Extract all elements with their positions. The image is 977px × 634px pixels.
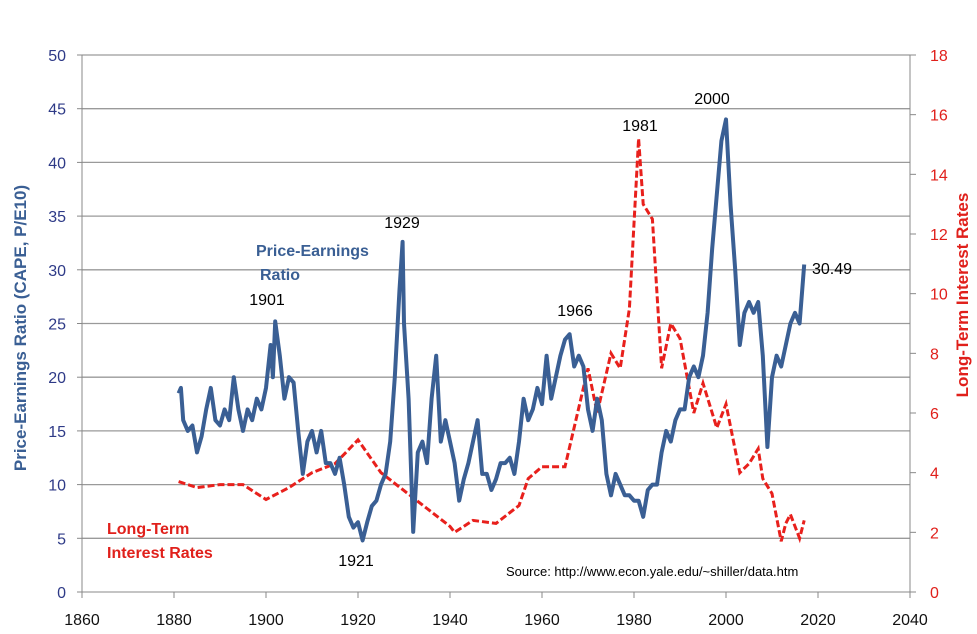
rates-series-label-line2: Interest Rates — [107, 545, 213, 562]
annotation-1929: 1929 — [384, 215, 420, 232]
x-tick-label: 1860 — [64, 612, 100, 629]
y-axis-left-label: Price-Earnings Ratio (CAPE, P/E10) — [11, 185, 30, 471]
y-tick-label-left: 25 — [48, 317, 66, 334]
y-tick-label-left: 45 — [48, 102, 66, 119]
source-note: Source: http://www.econ.yale.edu/~shille… — [506, 564, 798, 579]
x-tick-label: 1900 — [248, 612, 284, 629]
gridlines — [82, 54, 910, 539]
y-tick-label-left: 0 — [57, 585, 66, 602]
pe-series-label-line1: Price-Earnings — [256, 243, 369, 260]
y-tick-label-right: 6 — [930, 406, 939, 423]
annotation-1981: 1981 — [622, 118, 658, 135]
pe-series-label-line2: Ratio — [260, 267, 300, 284]
tick-labels: 0 5 10 15 20 25 30 35 40 45 50 0 2 4 6 8 10 12 14 16 18 1860 1… — [48, 48, 948, 629]
annotation-1901: 1901 — [249, 292, 285, 309]
rates-series-label-line1: Long-Term — [107, 521, 189, 538]
y-tick-label-right: 16 — [930, 108, 948, 125]
y-tick-label-left: 20 — [48, 370, 66, 387]
series-line-pe-ratio — [176, 117, 807, 543]
series-line-interest-rates — [178, 138, 806, 544]
x-tick-label: 2020 — [800, 612, 836, 629]
x-tick-label: 2040 — [892, 612, 928, 629]
y-tick-label-left: 10 — [48, 478, 66, 495]
y-tick-label-right: 14 — [930, 167, 948, 184]
x-tick-label: 1940 — [432, 612, 468, 629]
y-tick-label-right: 4 — [930, 466, 939, 483]
y-tick-label-left: 5 — [57, 531, 66, 548]
y-tick-label-right: 10 — [930, 287, 948, 304]
annotation-last-value: 30.49 — [812, 261, 852, 278]
annotation-1966: 1966 — [557, 303, 593, 320]
x-tick-label: 1980 — [616, 612, 652, 629]
y-tick-label-left: 30 — [48, 263, 66, 280]
annotation-1921: 1921 — [338, 553, 374, 570]
y-tick-label-left: 35 — [48, 209, 66, 226]
x-tick-label: 1880 — [156, 612, 192, 629]
x-tick-label: 1920 — [340, 612, 376, 629]
y-tick-label-left: 50 — [48, 48, 66, 65]
y-tick-label-right: 2 — [930, 525, 939, 542]
y-tick-label-left: 40 — [48, 155, 66, 172]
y-tick-label-right: 0 — [930, 585, 939, 602]
x-tick-label: 1960 — [524, 612, 560, 629]
axes — [77, 54, 916, 598]
x-tick-label: 2000 — [708, 612, 744, 629]
y-tick-label-left: 15 — [48, 424, 66, 441]
annotation-2000: 2000 — [694, 91, 730, 108]
y-tick-label-right: 12 — [930, 227, 948, 244]
y-axis-right-label: Long-Term Interest Rates — [953, 193, 972, 398]
y-tick-label-right: 8 — [930, 346, 939, 363]
y-tick-label-right: 18 — [930, 48, 948, 65]
